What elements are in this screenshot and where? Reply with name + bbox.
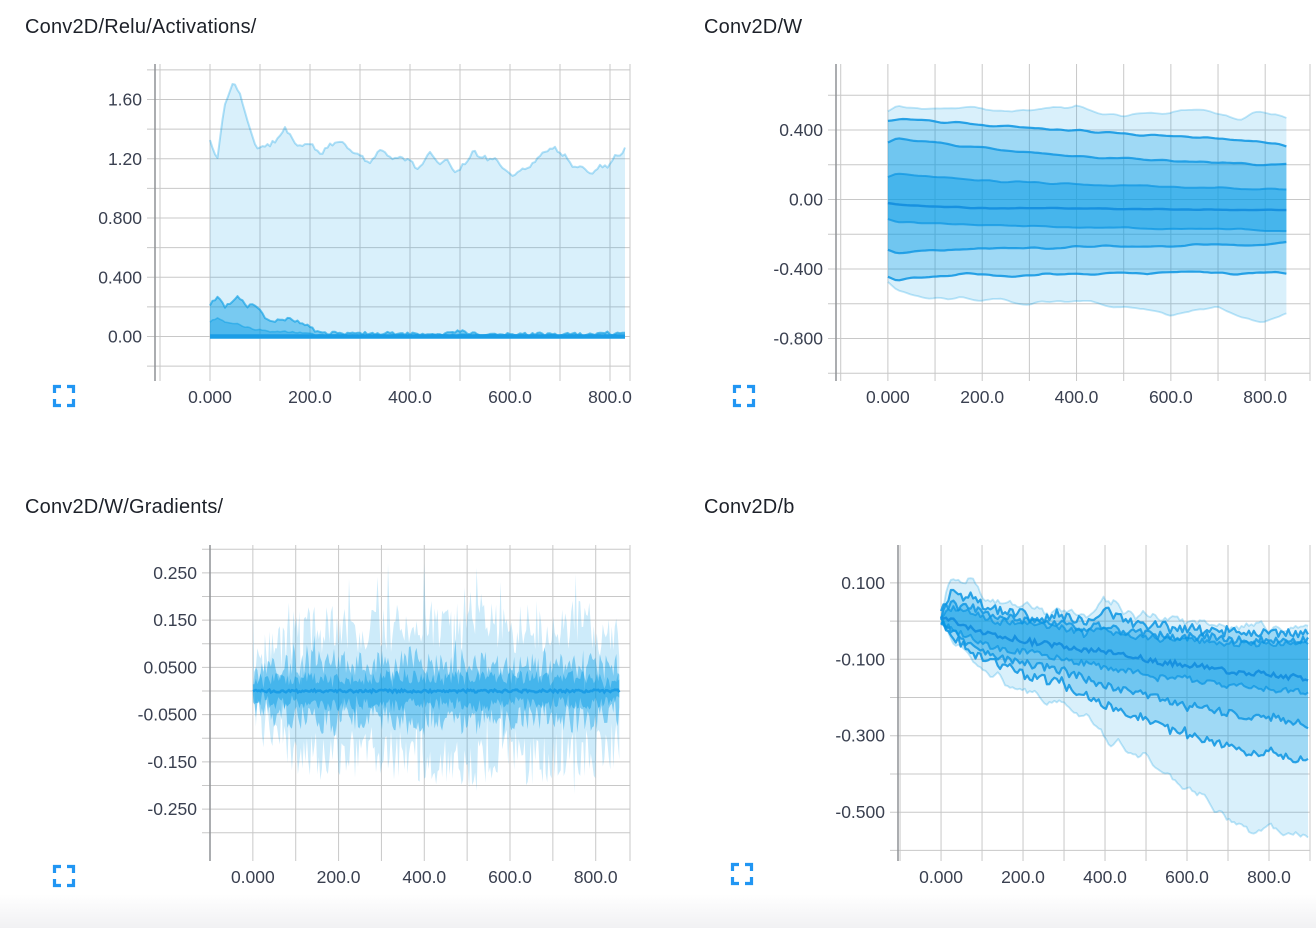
svg-text:800.0: 800.0 — [574, 867, 618, 887]
svg-text:-0.100: -0.100 — [835, 649, 885, 669]
svg-text:800.0: 800.0 — [1243, 387, 1287, 407]
svg-text:0.000: 0.000 — [866, 387, 910, 407]
svg-text:-0.150: -0.150 — [147, 752, 197, 772]
expand-chart-button-w[interactable] — [732, 384, 756, 408]
svg-text:0.250: 0.250 — [153, 563, 197, 583]
svg-text:0.400: 0.400 — [779, 120, 823, 140]
svg-text:-0.250: -0.250 — [147, 799, 197, 819]
svg-text:600.0: 600.0 — [1165, 867, 1209, 887]
svg-text:-0.0500: -0.0500 — [138, 705, 198, 725]
fullscreen-expand-icon — [52, 864, 76, 888]
svg-text:0.0500: 0.0500 — [143, 657, 197, 677]
svg-text:1.20: 1.20 — [108, 149, 142, 169]
svg-text:600.0: 600.0 — [488, 867, 532, 887]
svg-text:0.00: 0.00 — [108, 326, 142, 346]
svg-text:0.000: 0.000 — [188, 387, 232, 407]
svg-text:600.0: 600.0 — [1149, 387, 1193, 407]
expand-chart-button-b[interactable] — [730, 862, 754, 886]
svg-text:600.0: 600.0 — [488, 387, 532, 407]
svg-text:-0.400: -0.400 — [773, 259, 823, 279]
chart-title-conv2d-b: Conv2D/b — [704, 496, 795, 518]
expand-chart-button-activations[interactable] — [52, 384, 76, 408]
svg-text:400.0: 400.0 — [388, 387, 432, 407]
svg-text:0.000: 0.000 — [919, 867, 963, 887]
svg-text:0.100: 0.100 — [841, 573, 885, 593]
svg-text:-0.800: -0.800 — [773, 329, 823, 349]
svg-text:200.0: 200.0 — [317, 867, 361, 887]
svg-text:400.0: 400.0 — [402, 867, 446, 887]
chart-title-conv2d-relu-activations: Conv2D/Relu/Activations/ — [25, 16, 257, 38]
svg-text:0.800: 0.800 — [98, 208, 142, 228]
chart-title-conv2d-w: Conv2D/W — [704, 16, 803, 38]
svg-text:200.0: 200.0 — [288, 387, 332, 407]
svg-text:-0.300: -0.300 — [835, 726, 885, 746]
svg-text:0.150: 0.150 — [153, 610, 197, 630]
svg-text:0.00: 0.00 — [789, 190, 823, 210]
svg-text:800.0: 800.0 — [588, 387, 632, 407]
expand-chart-button-gradients[interactable] — [52, 864, 76, 888]
page-bottom-fade — [0, 894, 1316, 928]
svg-text:200.0: 200.0 — [960, 387, 1004, 407]
fullscreen-expand-icon — [730, 862, 754, 886]
svg-text:400.0: 400.0 — [1055, 387, 1099, 407]
chart-title-conv2d-w-gradients: Conv2D/W/Gradients/ — [25, 496, 224, 518]
svg-text:800.0: 800.0 — [1247, 867, 1291, 887]
svg-text:1.60: 1.60 — [108, 90, 142, 110]
svg-text:400.0: 400.0 — [1083, 867, 1127, 887]
svg-text:0.400: 0.400 — [98, 267, 142, 287]
svg-text:200.0: 200.0 — [1001, 867, 1045, 887]
fullscreen-expand-icon — [52, 384, 76, 408]
svg-text:0.000: 0.000 — [231, 867, 275, 887]
svg-text:-0.500: -0.500 — [835, 802, 885, 822]
fullscreen-expand-icon — [732, 384, 756, 408]
